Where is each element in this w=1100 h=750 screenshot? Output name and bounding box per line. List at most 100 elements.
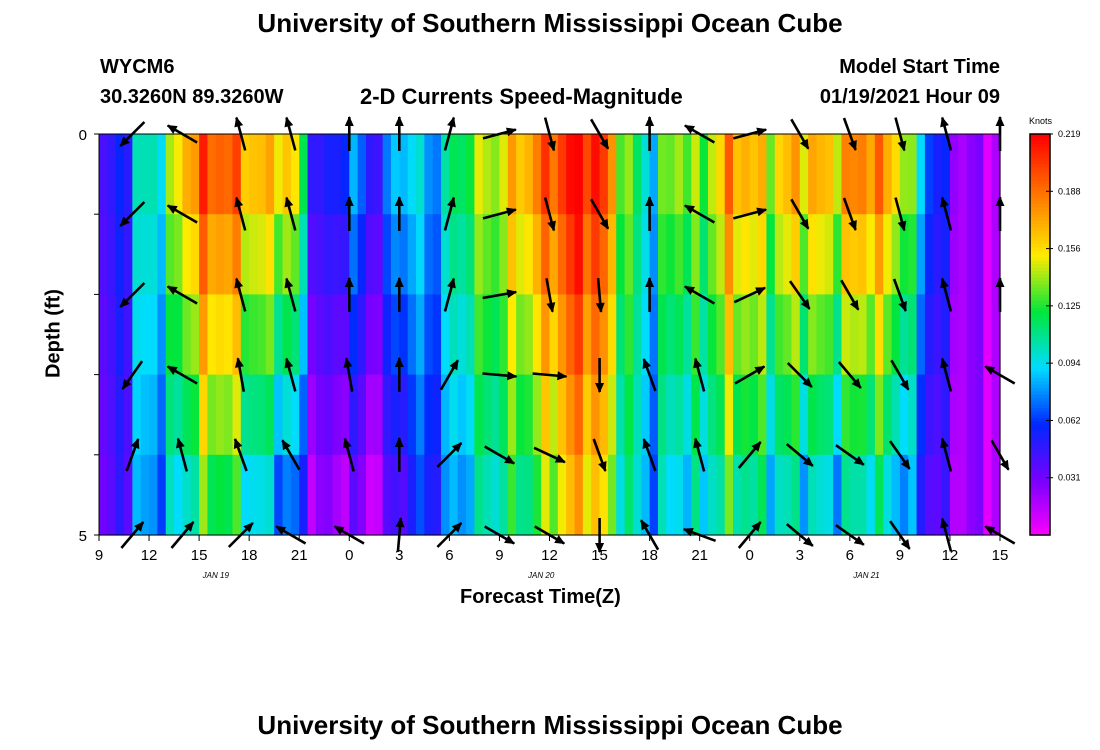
- colorbar-band: [1030, 147, 1050, 152]
- heat-cell: [199, 374, 209, 456]
- heat-cell: [457, 454, 467, 536]
- heat-cell: [432, 134, 442, 215]
- x-tick-label: 0: [746, 547, 754, 564]
- heat-cell: [232, 294, 242, 376]
- vector-head: [166, 366, 178, 375]
- colorbar-band: [1030, 247, 1050, 252]
- heat-cell: [858, 454, 868, 536]
- heat-cell: [666, 294, 676, 376]
- colorbar-band: [1030, 421, 1050, 426]
- heat-cell: [682, 374, 692, 456]
- heat-cell: [282, 454, 292, 536]
- vector-head: [848, 140, 857, 151]
- heat-cell: [566, 374, 576, 456]
- heat-cell: [941, 134, 951, 215]
- vector-head: [119, 136, 130, 147]
- heat-cell: [549, 374, 559, 456]
- heat-cell: [257, 294, 267, 376]
- colorbar-band: [1030, 144, 1050, 148]
- colorbar-band: [1030, 234, 1050, 239]
- colorbar-band: [1030, 461, 1050, 466]
- heat-cell: [733, 214, 742, 295]
- heat-cell: [733, 374, 742, 456]
- heat-cell: [149, 374, 158, 456]
- heat-cell: [557, 454, 567, 536]
- heat-cell: [933, 134, 943, 215]
- heat-cell: [165, 294, 175, 376]
- heat-cell: [758, 454, 767, 536]
- heat-cell: [607, 214, 617, 295]
- heat-cell: [374, 134, 384, 215]
- heat-cell: [741, 214, 751, 295]
- heat-cell: [240, 214, 250, 295]
- heat-cell: [449, 294, 459, 376]
- heat-cell: [924, 454, 934, 536]
- heat-cell: [624, 134, 634, 215]
- heat-cell: [507, 134, 517, 215]
- heat-cell: [816, 134, 826, 215]
- heat-cell: [516, 294, 526, 376]
- heat-cell: [724, 294, 734, 376]
- heat-cell: [224, 294, 234, 376]
- heat-cell: [899, 454, 909, 536]
- heat-cell: [265, 454, 275, 536]
- heat-cell: [365, 454, 375, 536]
- vector-head: [447, 116, 456, 128]
- heat-cell: [240, 134, 250, 215]
- current-vector: [890, 359, 910, 391]
- heat-cell: [641, 374, 651, 456]
- heat-cell: [107, 294, 117, 376]
- colorbar-band: [1030, 491, 1050, 496]
- heat-cell: [182, 134, 192, 215]
- heat-cell: [682, 454, 692, 536]
- heat-cell: [399, 134, 409, 215]
- heat-cell: [249, 374, 259, 456]
- heat-cell: [132, 294, 142, 376]
- heat-cell: [357, 214, 367, 295]
- heat-cell: [958, 294, 968, 376]
- heat-cell: [607, 134, 617, 215]
- colorbar-band: [1030, 444, 1050, 449]
- heat-cell: [958, 214, 968, 295]
- heat-cell: [407, 294, 417, 376]
- x-tick-label: 18: [641, 547, 658, 564]
- heat-cell: [933, 214, 943, 295]
- colorbar-tick-label: 0.031: [1058, 473, 1081, 483]
- heat-cell: [390, 134, 400, 215]
- heat-cell: [874, 134, 884, 215]
- heat-cell: [974, 214, 984, 295]
- vector-head: [598, 461, 607, 472]
- model-start-value: 01/19/2021 Hour 09: [819, 86, 1000, 108]
- heat-cell: [758, 374, 767, 456]
- colorbar-band: [1030, 184, 1050, 189]
- colorbar-band: [1030, 207, 1050, 212]
- current-vector: [443, 277, 456, 312]
- heat-cell: [949, 294, 959, 376]
- heat-cell: [874, 294, 884, 376]
- heat-cell: [424, 374, 434, 456]
- heat-cell: [858, 374, 868, 456]
- heat-cell: [582, 294, 592, 376]
- heat-cell: [766, 374, 776, 456]
- heat-cell: [274, 454, 284, 536]
- vector-head: [281, 439, 291, 451]
- colorbar-band: [1030, 260, 1050, 265]
- colorbar-band: [1030, 394, 1050, 399]
- heat-cell: [149, 294, 158, 376]
- current-vector: [234, 196, 247, 231]
- heat-cell: [666, 134, 676, 215]
- heat-cell: [399, 214, 409, 295]
- colorbar-band: [1030, 478, 1050, 483]
- colorbar-band: [1030, 177, 1050, 182]
- heat-cell: [958, 134, 968, 215]
- heat-cell: [282, 374, 292, 456]
- heat-cell: [549, 454, 559, 536]
- vector-head: [504, 455, 515, 464]
- heat-cell: [257, 214, 267, 295]
- colorbar-band: [1030, 524, 1050, 529]
- heat-cell: [299, 454, 309, 536]
- current-vector: [119, 201, 146, 227]
- colorbar-band: [1030, 227, 1050, 232]
- heat-cell: [124, 214, 133, 295]
- heat-cell: [107, 454, 117, 536]
